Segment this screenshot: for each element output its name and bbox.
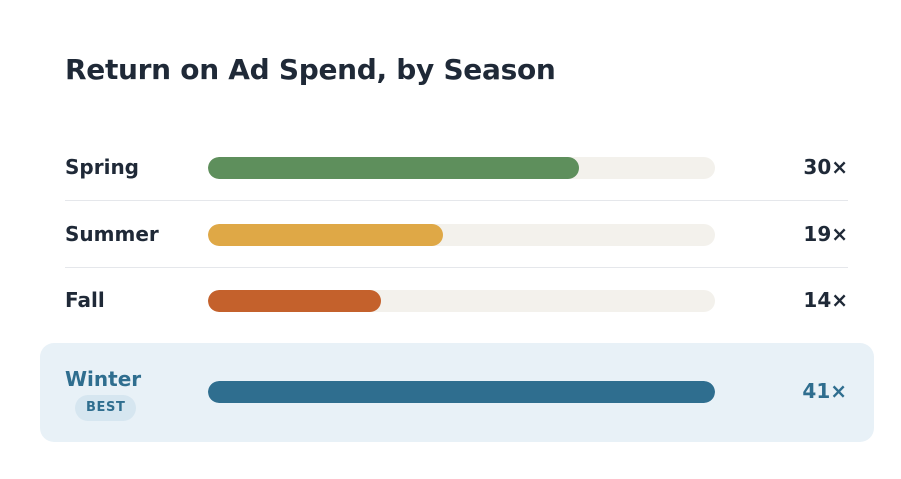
bar-summer <box>208 224 443 246</box>
bar-track <box>208 290 715 312</box>
bar-fall <box>208 290 381 312</box>
bar-row-fall: Fall 14× <box>65 268 848 334</box>
bar-spring <box>208 157 579 179</box>
bar-row-spring: Spring 30× <box>65 135 848 201</box>
bar-row-summer: Summer 19× <box>65 202 848 268</box>
bar-winter <box>208 381 715 403</box>
bar-track <box>208 157 715 179</box>
category-label: Winter <box>65 367 142 391</box>
category-label: Fall <box>65 288 105 312</box>
value-label: 19× <box>803 222 848 246</box>
best-badge: BEST <box>75 395 137 421</box>
chart-title: Return on Ad Spend, by Season <box>65 53 556 86</box>
value-label: 14× <box>803 288 848 312</box>
value-label: 30× <box>803 155 848 179</box>
bar-track <box>208 381 715 403</box>
value-label: 41× <box>802 379 847 403</box>
category-label: Spring <box>65 155 139 179</box>
highlight-row-winter: Winter BEST 41× <box>40 343 874 442</box>
category-label: Summer <box>65 222 159 246</box>
bar-track <box>208 224 715 246</box>
